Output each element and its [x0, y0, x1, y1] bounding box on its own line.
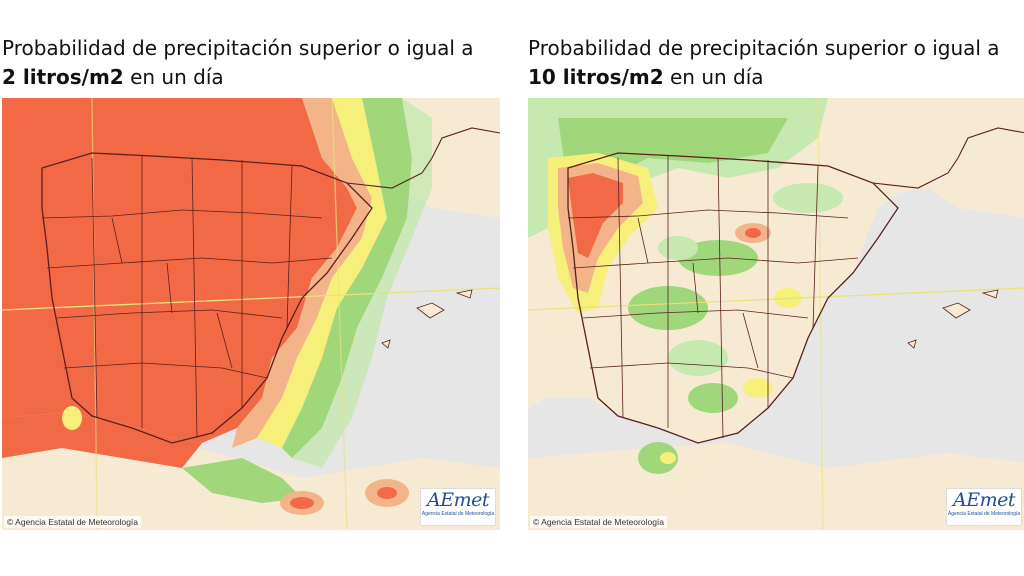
left-map-title: Probabilidad de precipitación superior o…: [2, 34, 498, 92]
right-aemet-logo: AEmet Agencia Estatal de Meteorología: [946, 488, 1022, 526]
left-map-graphic: [2, 98, 500, 530]
left-title-threshold: 2 litros/m2: [2, 65, 124, 89]
left-logo-text: AEmet: [427, 489, 490, 511]
right-probability-map: © Agencia Estatal de Meteorología AEmet …: [528, 98, 1024, 530]
left-title-line1: Probabilidad de precipitación superior o…: [2, 36, 474, 60]
right-map-title: Probabilidad de precipitación superior o…: [528, 34, 1024, 92]
left-map-panel: Probabilidad de precipitación superior o…: [0, 0, 500, 576]
right-logo-text: AEmet: [953, 489, 1016, 511]
right-title-threshold: 10 litros/m2: [528, 65, 664, 89]
left-copyright: © Agencia Estatal de Meteorología: [4, 516, 142, 528]
right-copyright: © Agencia Estatal de Meteorología: [530, 516, 668, 528]
left-title-rest: en un día: [123, 65, 224, 89]
right-title-line1: Probabilidad de precipitación superior o…: [528, 36, 1000, 60]
left-probability-map: © Agencia Estatal de Meteorología AEmet …: [2, 98, 500, 530]
right-map-panel: Probabilidad de precipitación superior o…: [526, 0, 1024, 576]
left-aemet-logo: AEmet Agencia Estatal de Meteorología: [420, 488, 496, 526]
left-logo-subtitle: Agencia Estatal de Meteorología: [421, 511, 495, 517]
right-map-graphic: [528, 98, 1024, 530]
right-logo-subtitle: Agencia Estatal de Meteorología: [947, 511, 1021, 517]
right-title-rest: en un día: [663, 65, 764, 89]
